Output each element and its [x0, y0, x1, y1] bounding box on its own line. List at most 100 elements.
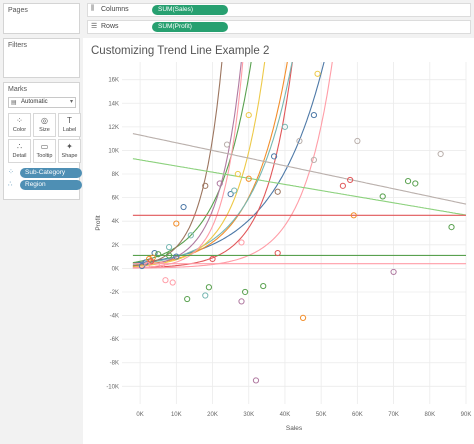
data-point[interactable] — [314, 70, 321, 77]
label-button[interactable]: T Label — [58, 113, 81, 137]
x-tick-label: 20K — [207, 412, 218, 418]
columns-shelf[interactable]: ⫼ Columns SUM(Sales) — [87, 3, 471, 17]
x-tick-label: 50K — [316, 412, 327, 418]
region-pill[interactable]: Region — [20, 180, 82, 190]
shape-button[interactable]: ✦ Shape — [58, 139, 81, 163]
data-point[interactable] — [184, 295, 191, 303]
filters-title: Filters — [8, 42, 28, 49]
data-point[interactable] — [158, 261, 165, 268]
x-axis-ticks: 0K 10K 20K 30K 40K 50K 60K 70K 80K 90K — [136, 412, 471, 418]
data-point[interactable] — [234, 170, 241, 178]
detail-label: Detail — [12, 153, 27, 159]
data-point[interactable] — [310, 156, 318, 163]
trend-line — [132, 133, 466, 205]
x-tick-label: 80K — [424, 412, 435, 418]
data-point[interactable] — [437, 150, 444, 158]
subcategory-pill[interactable]: Sub-Category — [20, 168, 82, 178]
data-point[interactable] — [260, 282, 267, 290]
trend-line — [132, 62, 223, 267]
region-field-row[interactable]: ∴ Region — [8, 180, 82, 190]
data-point[interactable] — [270, 153, 278, 160]
data-point[interactable] — [252, 377, 260, 384]
pages-title: Pages — [8, 7, 28, 14]
data-point[interactable] — [144, 261, 151, 268]
data-point[interactable] — [202, 292, 209, 299]
color-button[interactable]: ⁘ Color — [8, 113, 31, 137]
data-point[interactable] — [205, 284, 213, 291]
data-point[interactable] — [379, 193, 386, 200]
data-point[interactable] — [165, 244, 173, 251]
y-tick-label: 8K — [112, 172, 119, 178]
y-tick-label: 6K — [112, 196, 119, 202]
tooltip-label: Tooltip — [36, 153, 53, 159]
y-tick-label: 4K — [112, 219, 119, 225]
y-tick-label: -2K — [110, 290, 119, 296]
data-point[interactable] — [227, 190, 234, 198]
data-point[interactable] — [354, 137, 361, 145]
data-point[interactable] — [173, 253, 180, 260]
detail-icon: ∴ — [16, 142, 23, 151]
y-tick-label: 2K — [112, 243, 119, 249]
mark-type-label: Automatic — [21, 99, 48, 105]
data-point[interactable] — [350, 212, 357, 219]
trend-line — [132, 62, 293, 269]
data-point[interactable] — [223, 141, 231, 148]
data-point[interactable] — [448, 224, 455, 231]
trend-lines — [132, 62, 466, 269]
chart-title: Customizing Trend Line Example 2 — [91, 45, 270, 57]
gridlines — [122, 62, 467, 404]
data-point[interactable] — [180, 203, 187, 211]
rows-pill[interactable]: SUM(Profit) — [152, 22, 228, 32]
x-tick-label: 10K — [171, 412, 182, 418]
data-point[interactable] — [390, 268, 397, 276]
tooltip-button[interactable]: ▭ Tooltip — [33, 139, 56, 163]
pages-card[interactable]: Pages — [3, 3, 80, 34]
data-point[interactable] — [169, 279, 176, 286]
data-point[interactable] — [149, 254, 156, 261]
marks-card: Marks ▤ Automatic ▾ ⁘ Color ◎ Size T Lab… — [3, 82, 82, 200]
data-point[interactable] — [347, 176, 354, 184]
data-point[interactable] — [296, 137, 303, 145]
data-point[interactable] — [202, 182, 209, 189]
y-tick-label: -8K — [110, 361, 119, 367]
data-point[interactable] — [245, 111, 252, 119]
color-label: Color — [12, 127, 27, 133]
data-point[interactable] — [231, 187, 238, 194]
data-point[interactable] — [147, 258, 155, 265]
data-point[interactable] — [245, 175, 252, 182]
data-point[interactable] — [242, 288, 249, 296]
data-point[interactable] — [299, 314, 307, 322]
subcategory-field-row[interactable]: ⁘ Sub-Category — [8, 168, 82, 178]
data-point[interactable] — [173, 220, 180, 227]
data-point[interactable] — [155, 251, 162, 258]
data-point[interactable] — [238, 239, 245, 246]
trend-line — [132, 158, 466, 216]
size-button[interactable]: ◎ Size — [33, 113, 56, 137]
color-icon: ⁘ — [16, 116, 23, 125]
rows-shelf[interactable]: ☰ Rows SUM(Profit) — [87, 20, 471, 34]
data-point[interactable] — [274, 188, 281, 195]
mark-type-dropdown[interactable]: ▤ Automatic ▾ — [8, 97, 76, 108]
data-point[interactable] — [209, 255, 216, 263]
data-point[interactable] — [274, 249, 281, 257]
size-icon: ◎ — [41, 116, 48, 125]
data-point[interactable] — [404, 178, 412, 185]
shape-icon: ✦ — [66, 142, 73, 151]
data-point[interactable] — [310, 111, 318, 119]
data-point[interactable] — [165, 252, 173, 259]
data-point[interactable] — [162, 277, 169, 284]
data-point[interactable] — [412, 180, 419, 187]
data-point[interactable] — [216, 180, 223, 187]
data-point[interactable] — [187, 232, 194, 239]
filters-card[interactable]: Filters — [3, 38, 80, 78]
columns-pill[interactable]: SUM(Sales) — [152, 5, 228, 15]
y-tick-label: -10K — [106, 384, 119, 390]
data-point[interactable] — [281, 123, 289, 130]
data-point[interactable] — [339, 182, 346, 189]
detail-button[interactable]: ∴ Detail — [8, 139, 31, 163]
data-points[interactable] — [138, 70, 455, 384]
label-label: Label — [62, 127, 77, 133]
y-tick-label: 10K — [108, 148, 119, 154]
data-point[interactable] — [238, 298, 245, 305]
